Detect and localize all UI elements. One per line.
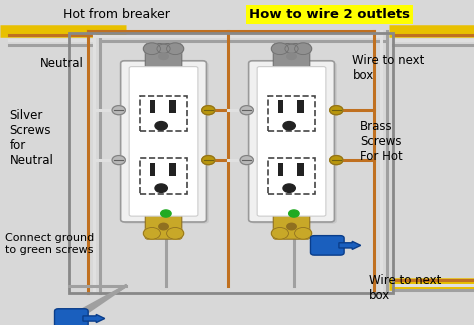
Circle shape <box>329 106 343 115</box>
Circle shape <box>240 156 253 165</box>
Circle shape <box>283 122 295 130</box>
Circle shape <box>329 156 343 165</box>
Bar <box>169 163 176 176</box>
Bar <box>297 100 304 113</box>
Circle shape <box>161 210 171 217</box>
Circle shape <box>202 156 215 165</box>
Circle shape <box>294 227 311 239</box>
Circle shape <box>287 53 296 59</box>
Circle shape <box>240 106 253 115</box>
Bar <box>140 158 187 194</box>
Text: Wire to next
box: Wire to next box <box>369 274 441 302</box>
Circle shape <box>289 210 299 217</box>
Bar <box>69 32 393 292</box>
Text: Silver
Screws
for
Neutral: Silver Screws for Neutral <box>9 109 54 167</box>
Circle shape <box>166 227 183 239</box>
FancyBboxPatch shape <box>129 67 198 216</box>
Text: Brass
Screws
For Hot: Brass Screws For Hot <box>360 120 403 163</box>
FancyArrow shape <box>339 241 361 250</box>
FancyBboxPatch shape <box>273 44 310 69</box>
Circle shape <box>159 223 168 230</box>
FancyBboxPatch shape <box>123 62 209 224</box>
FancyBboxPatch shape <box>55 309 88 325</box>
Circle shape <box>143 227 160 239</box>
Circle shape <box>285 44 298 53</box>
Circle shape <box>112 106 125 115</box>
Circle shape <box>166 43 183 55</box>
Bar <box>268 96 315 131</box>
FancyBboxPatch shape <box>145 44 182 69</box>
Circle shape <box>271 227 288 239</box>
Bar <box>150 163 155 176</box>
Text: Wire to next
box: Wire to next box <box>353 54 425 82</box>
Circle shape <box>112 156 125 165</box>
Circle shape <box>271 43 288 55</box>
FancyBboxPatch shape <box>248 61 334 222</box>
Circle shape <box>287 223 296 230</box>
FancyBboxPatch shape <box>120 61 206 222</box>
Text: How to wire 2 outlets: How to wire 2 outlets <box>249 8 410 21</box>
Text: Hot from breaker: Hot from breaker <box>63 8 170 21</box>
Circle shape <box>143 43 160 55</box>
FancyBboxPatch shape <box>251 62 337 224</box>
Circle shape <box>157 44 170 53</box>
Circle shape <box>159 53 168 59</box>
Circle shape <box>283 184 295 192</box>
Circle shape <box>202 106 215 115</box>
FancyBboxPatch shape <box>145 214 182 239</box>
Bar <box>278 100 283 113</box>
Bar <box>278 163 283 176</box>
FancyBboxPatch shape <box>257 67 326 216</box>
FancyBboxPatch shape <box>310 236 344 255</box>
Circle shape <box>155 122 167 130</box>
Bar <box>268 158 315 194</box>
Text: Connect ground
to green screws: Connect ground to green screws <box>5 233 94 254</box>
FancyArrow shape <box>83 315 105 322</box>
Bar <box>150 100 155 113</box>
Text: Neutral: Neutral <box>40 57 84 70</box>
Bar <box>140 96 187 131</box>
Bar <box>297 163 304 176</box>
Circle shape <box>155 184 167 192</box>
FancyBboxPatch shape <box>273 214 310 239</box>
Bar <box>169 100 176 113</box>
Circle shape <box>294 43 311 55</box>
